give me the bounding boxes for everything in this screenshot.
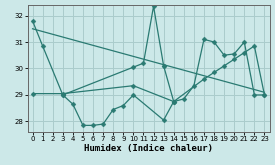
X-axis label: Humidex (Indice chaleur): Humidex (Indice chaleur) [84, 144, 213, 153]
